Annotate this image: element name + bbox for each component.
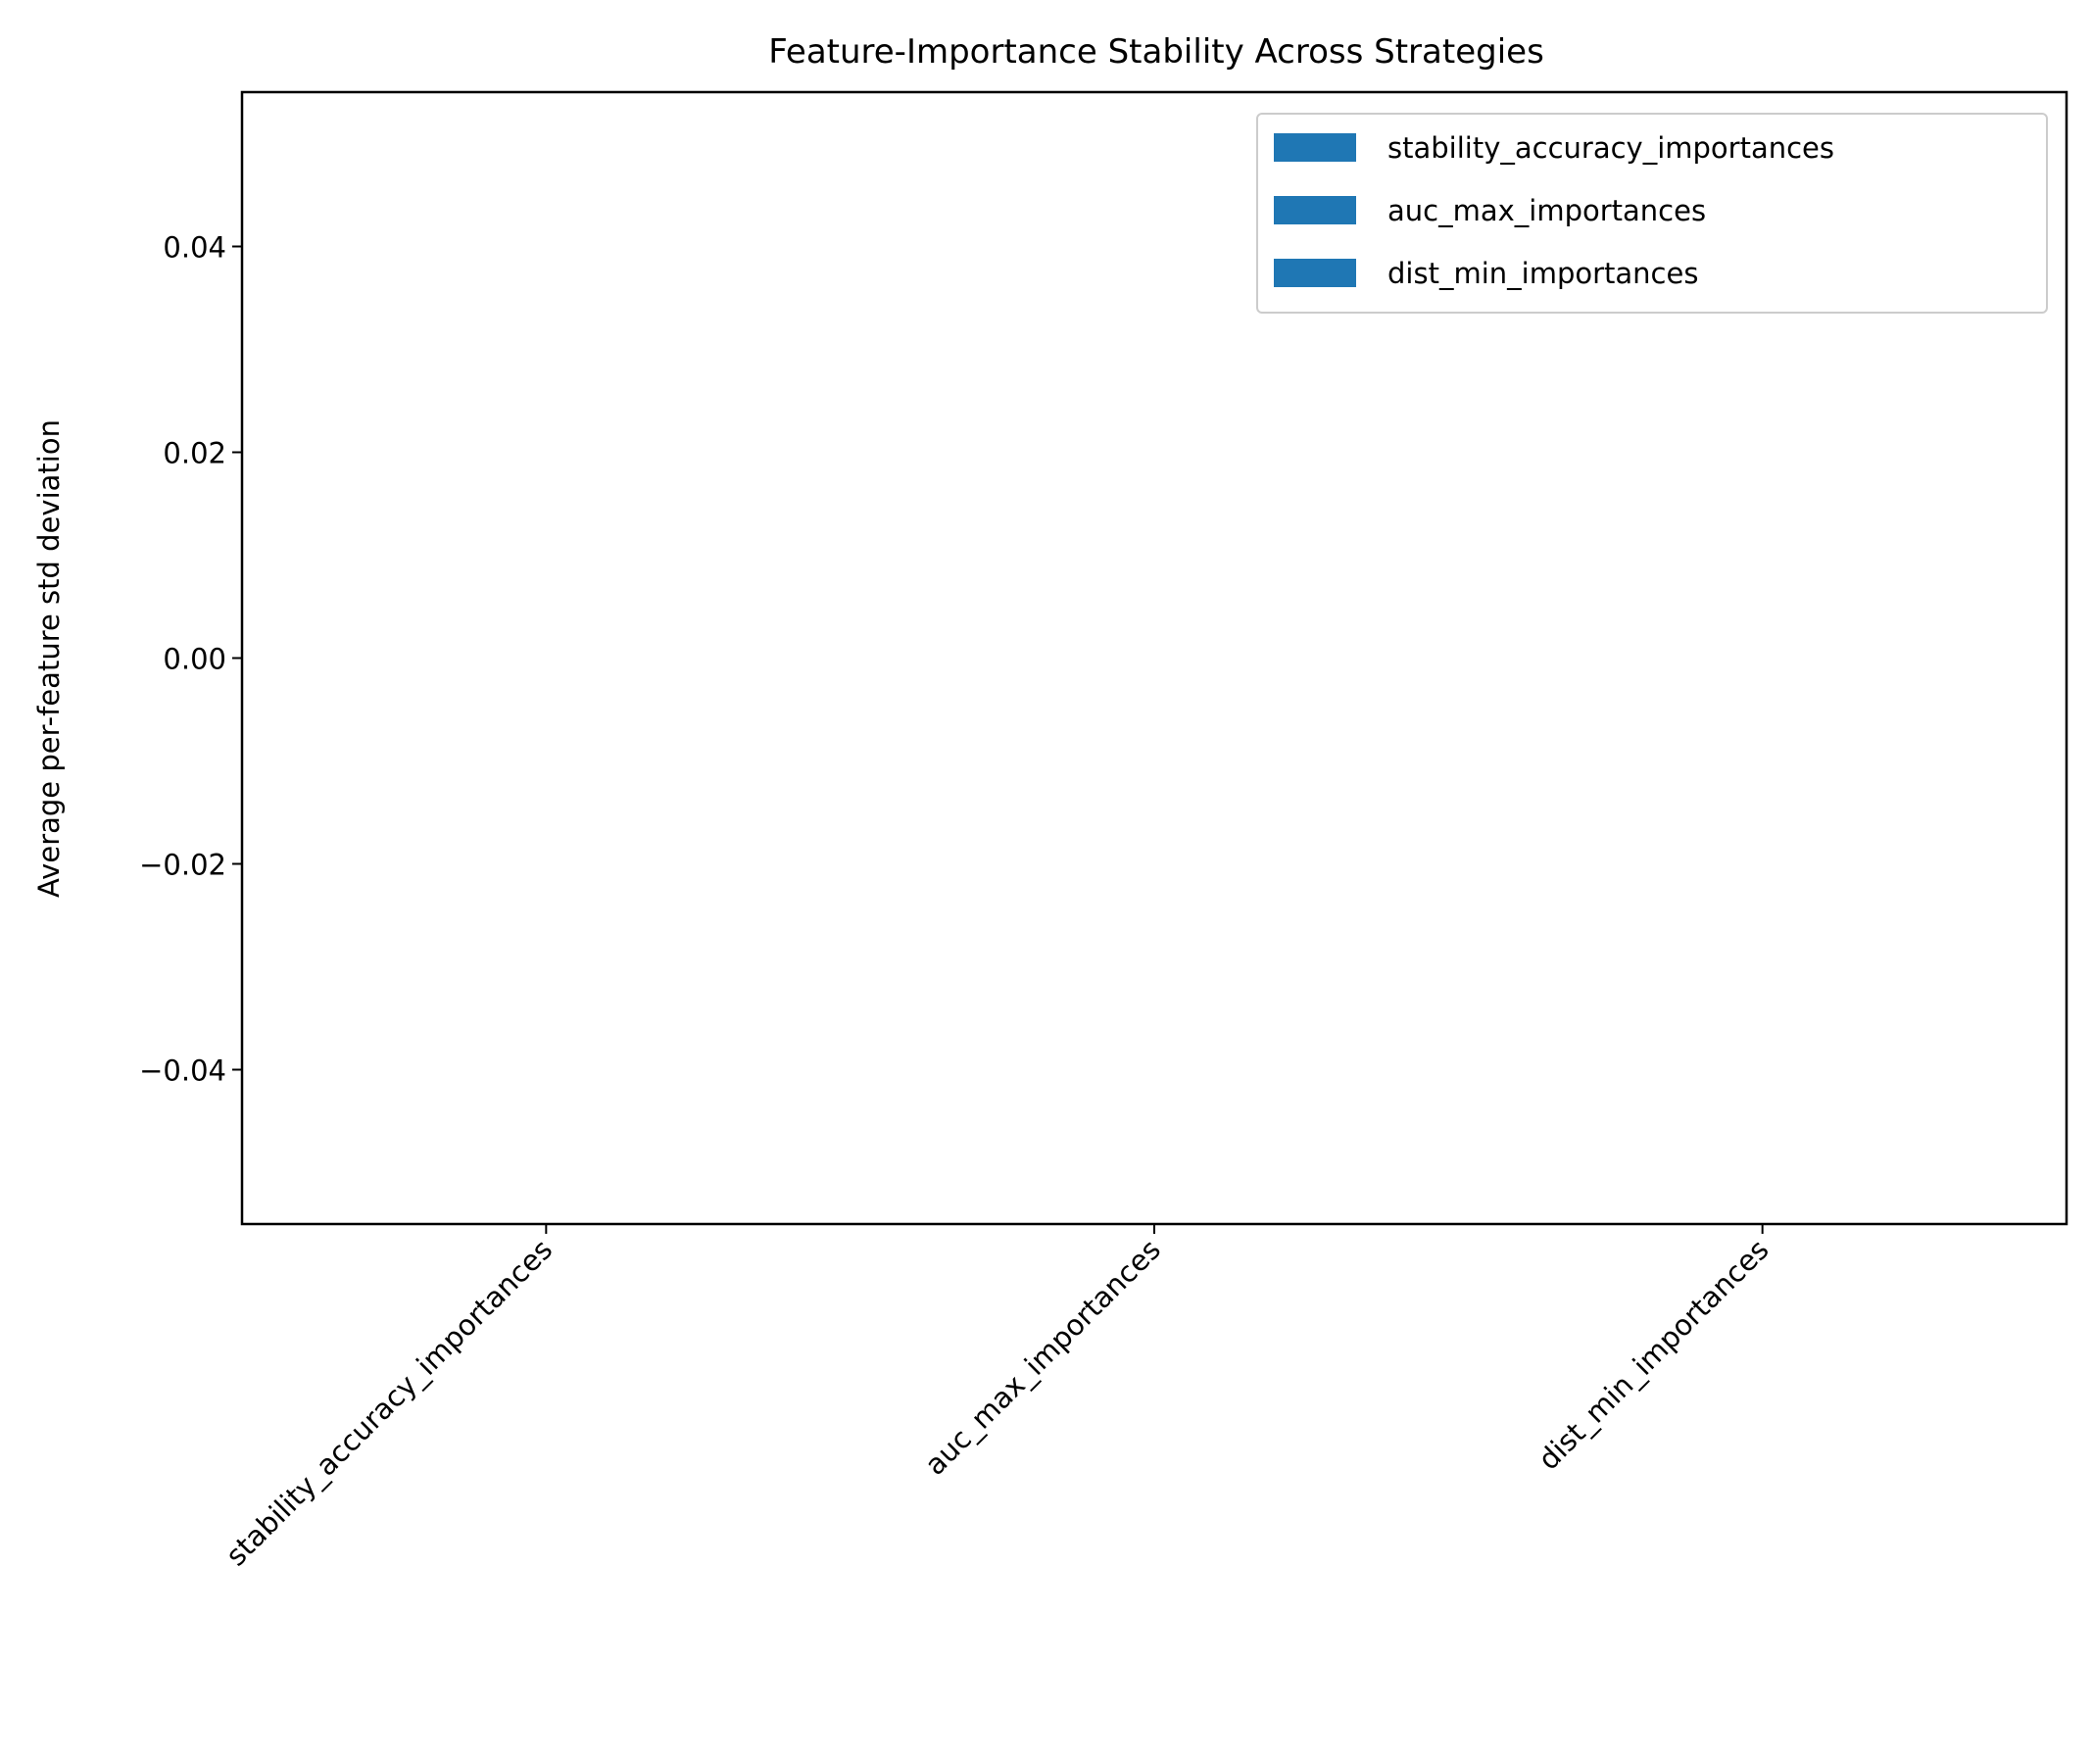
x-tick-label: auc_max_importances — [918, 1233, 1167, 1482]
plot-frame — [240, 90, 2068, 1226]
x-ticks: stability_accuracy_importances auc_max_im… — [219, 1224, 1776, 1572]
legend-swatch — [1274, 196, 1356, 224]
y-tick-label: 0.02 — [163, 437, 226, 470]
y-tick-label: −0.02 — [139, 849, 226, 882]
chart-title: Feature-Importance Stability Across Stra… — [768, 32, 1544, 72]
y-tick-label: −0.04 — [139, 1054, 226, 1088]
x-tick-label: dist_min_importances — [1532, 1233, 1776, 1477]
y-tick-label: 0.00 — [163, 643, 226, 676]
legend: stability_accuracy_importances auc_max_im… — [1256, 113, 2048, 314]
x-tick-label: stability_accuracy_importances — [219, 1233, 559, 1572]
legend-label: dist_min_importances — [1387, 257, 1698, 290]
legend-box — [1256, 113, 2048, 314]
legend-label: stability_accuracy_importances — [1387, 131, 1834, 165]
legend-swatch — [1274, 259, 1356, 287]
legend-swatch — [1274, 133, 1356, 162]
y-ticks: −0.04 −0.02 0.00 0.02 0.04 — [139, 231, 242, 1088]
y-tick-label: 0.04 — [163, 231, 226, 265]
y-axis-label: Average per-feature std deviation — [32, 419, 66, 898]
legend-label: auc_max_importances — [1387, 194, 1706, 227]
